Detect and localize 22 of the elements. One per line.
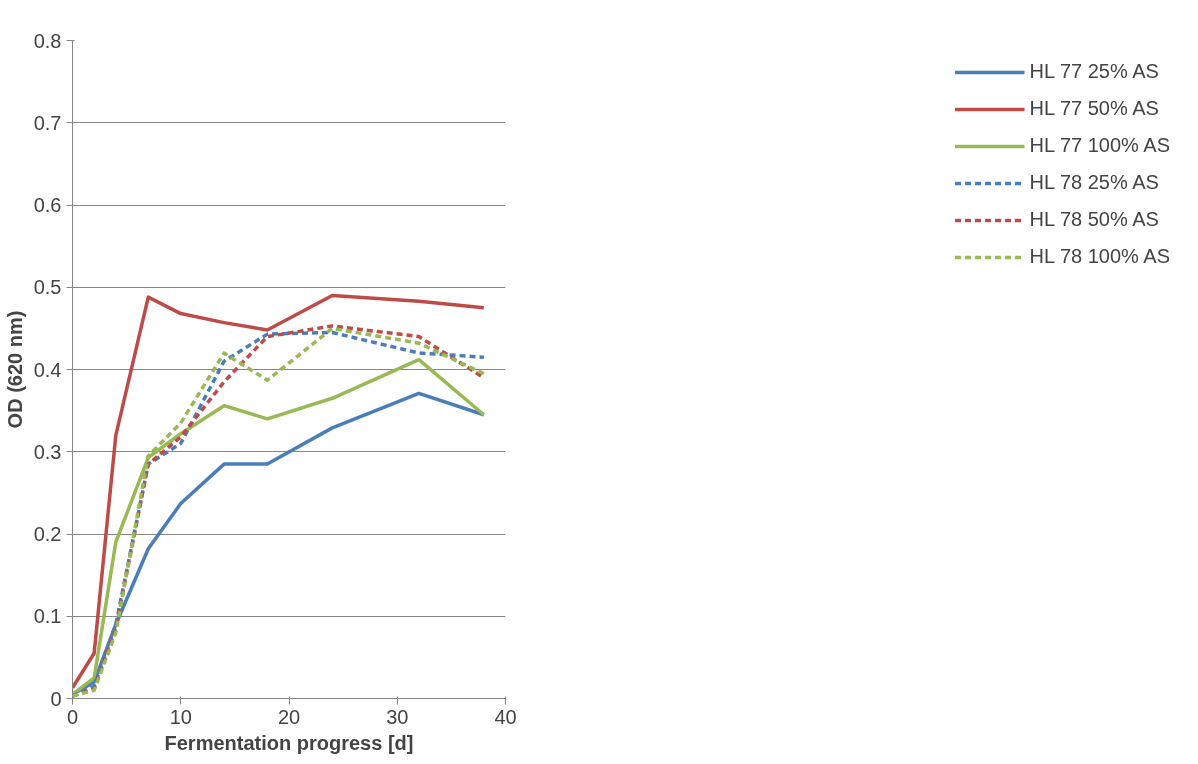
y-axis-title: OD (620 nm) xyxy=(3,310,26,429)
y-tick-label: 0.3 xyxy=(33,440,62,463)
legend-label: HL 78 50% AS xyxy=(1029,208,1159,231)
x-tick-label: 30 xyxy=(386,705,409,728)
y-tick-label: 0 xyxy=(50,687,62,710)
x-tick-label: 10 xyxy=(169,705,192,728)
y-tick-label: 0.5 xyxy=(33,276,62,299)
y-tick-label: 0.8 xyxy=(33,29,62,52)
legend-label: HL 77 25% AS xyxy=(1029,60,1159,83)
legend-label: HL 77 50% AS xyxy=(1029,97,1159,120)
y-tick-label: 0.6 xyxy=(33,194,62,216)
x-tick-label: 0 xyxy=(66,705,79,728)
y-tick-label: 0.2 xyxy=(33,523,62,545)
y-tick-label: 0.1 xyxy=(33,605,62,628)
y-tick-label: 0.4 xyxy=(33,358,62,381)
x-axis-title: Fermentation progress [d] xyxy=(164,731,414,754)
x-tick-label: 40 xyxy=(494,705,517,728)
legend-label: HL 78 25% AS xyxy=(1029,171,1159,194)
legend-label: HL 78 100% AS xyxy=(1029,245,1170,268)
x-tick-label: 20 xyxy=(277,705,301,728)
legend-label: HL 77 100% AS xyxy=(1029,134,1170,157)
y-tick-label: 0.7 xyxy=(33,111,62,134)
